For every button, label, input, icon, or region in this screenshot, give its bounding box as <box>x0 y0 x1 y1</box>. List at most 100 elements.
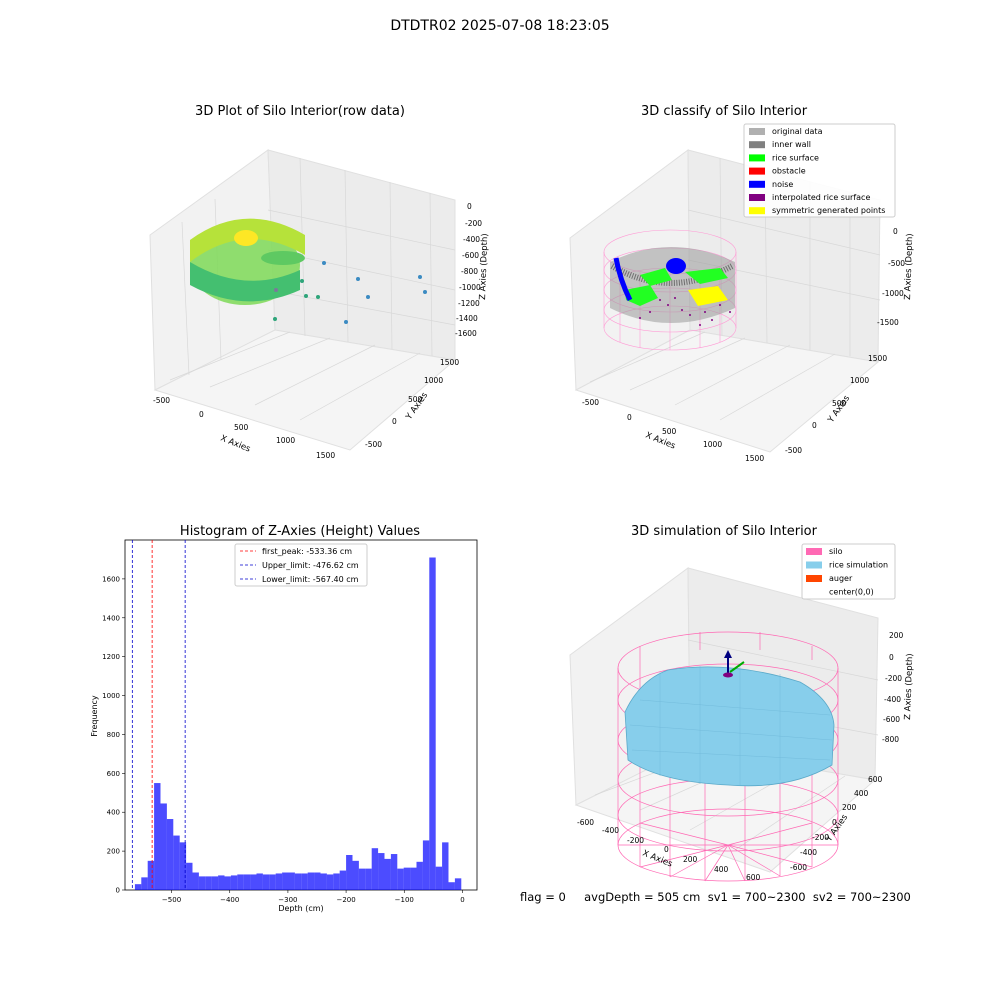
y-tick-label: 1600 <box>102 575 120 583</box>
y-tick: -600 <box>790 863 807 872</box>
histogram-x-ticks: −500 −400 −300 −200 −100 0 <box>162 890 465 904</box>
histogram-bar <box>230 875 238 890</box>
histogram-bar <box>448 882 455 890</box>
simulation-legend: silo rice simulation auger center(0,0) <box>801 543 896 600</box>
z-tick: -400 <box>884 695 901 704</box>
raw-z-label: Z Axies (Depth) <box>478 233 490 300</box>
legend-label: symmetric generated points <box>772 206 885 215</box>
legend-swatch <box>806 561 822 569</box>
raw-cloud-wall <box>190 262 300 302</box>
z-tick: -1000 <box>882 289 904 298</box>
histogram-bar <box>384 858 391 890</box>
legend-label: interpolated rice surface <box>772 193 870 202</box>
plot-title-raw: 3D Plot of Silo Interior(row data) <box>195 104 405 119</box>
raw-cloud-surface <box>261 251 305 265</box>
histogram-bar <box>346 855 353 890</box>
x-tick: -500 <box>582 398 599 407</box>
histogram-bar <box>154 783 161 890</box>
y-tick: 1000 <box>424 376 443 385</box>
histogram-bar <box>160 803 167 890</box>
legend-label: Upper_limit: -476.62 cm <box>262 561 359 570</box>
x-tick-label: −400 <box>220 896 239 904</box>
histogram-bar <box>288 872 295 890</box>
histogram-bar <box>333 873 340 890</box>
x-tick-label: −500 <box>162 896 181 904</box>
simulation-rice-surface <box>624 666 835 787</box>
histogram-bar <box>365 868 372 890</box>
simulation-z-label: Z Axies (Depth) <box>903 653 915 720</box>
histogram-bar <box>429 557 436 890</box>
classify-rice-surface-c <box>685 268 728 284</box>
x-tick: 0 <box>627 413 632 422</box>
histogram-bar <box>416 861 423 890</box>
z-tick: 0 <box>467 202 472 211</box>
simulation-rice-mesh <box>629 666 833 785</box>
y-tick: 1000 <box>850 376 869 385</box>
histogram-frame <box>124 539 478 891</box>
histogram-bar <box>339 870 347 890</box>
x-tick: 400 <box>714 865 729 874</box>
histogram-bar <box>410 867 417 890</box>
x-tick: -200 <box>627 836 644 845</box>
histogram-bar <box>378 853 385 890</box>
z-tick: -600 <box>462 251 479 260</box>
y-tick: 500 <box>408 395 423 404</box>
simulation-y-ticks: -600 -400 -200 0 200 400 600 <box>790 775 883 872</box>
histogram-bar <box>211 876 219 890</box>
histogram-bar <box>442 842 449 890</box>
y-tick: 0 <box>392 417 397 426</box>
histogram-bar <box>256 873 263 890</box>
auger-base <box>723 672 733 678</box>
z-tick: -800 <box>461 267 478 276</box>
legend-label: auger <box>829 574 853 583</box>
raw-cloud-rim <box>190 218 305 262</box>
y-tick-label: 200 <box>107 848 120 856</box>
x-tick: 500 <box>662 427 677 436</box>
z-tick: -1400 <box>456 314 478 323</box>
y-tick: -500 <box>365 440 382 449</box>
y-tick: -500 <box>785 446 802 455</box>
histogram-bar <box>301 873 308 890</box>
x-tick: 1000 <box>276 436 295 445</box>
y-tick: 0 <box>832 818 837 827</box>
x-tick: 0 <box>199 410 204 419</box>
simulation-z-ticks: 200 0 -200 -400 -600 -800 <box>882 631 904 744</box>
classify-noise-edge <box>613 257 633 302</box>
raw-x-label: X Axies <box>219 434 252 455</box>
legend-swatch <box>806 548 822 555</box>
x-tick: 600 <box>746 873 761 882</box>
x-tick: -600 <box>577 818 594 827</box>
histogram-bar <box>269 874 276 890</box>
legend-label: obstacle <box>772 167 806 176</box>
histogram-bar <box>147 860 155 890</box>
y-tick-label: 1000 <box>102 692 120 700</box>
histogram-bar <box>326 874 334 890</box>
z-tick: -600 <box>883 715 900 724</box>
classify-symmetric-points <box>688 286 728 306</box>
histogram-bar <box>186 862 193 890</box>
y-tick-label: 800 <box>107 731 120 739</box>
y-tick-label: 0 <box>116 887 120 895</box>
histogram-bar <box>403 867 411 890</box>
z-tick: -200 <box>465 219 482 228</box>
z-tick: 200 <box>889 631 904 640</box>
y-tick: -200 <box>812 833 829 842</box>
legend-label: original data <box>772 127 823 136</box>
raw-cloud-peak <box>234 230 258 246</box>
y-tick: -400 <box>800 848 817 857</box>
histogram-axes: −500 −400 −300 −200 −100 0 0 200 400 600 800 1000 1… <box>90 539 478 913</box>
raw-outlier-points <box>273 261 427 324</box>
legend-label: first_peak: -533.36 cm <box>262 547 352 556</box>
histogram-bar <box>134 884 142 890</box>
histogram-vlines <box>131 540 186 890</box>
classify-inner-wall <box>610 247 735 323</box>
figure-title: DTDTR02 2025-07-08 18:23:05 <box>390 18 610 34</box>
z-tick: -200 <box>885 674 902 683</box>
x-tick: -400 <box>602 826 619 835</box>
y-tick: 1500 <box>440 358 459 367</box>
histogram-x-label: Depth (cm) <box>278 904 323 913</box>
legend-label: center(0,0) <box>829 588 874 597</box>
classify-3d-axes: -500 0 500 1000 1500 -500 0 500 1000 150… <box>569 123 915 463</box>
legend-label: silo <box>829 547 843 556</box>
classify-legend: original data inner wall rice surface obsta… <box>743 123 896 218</box>
